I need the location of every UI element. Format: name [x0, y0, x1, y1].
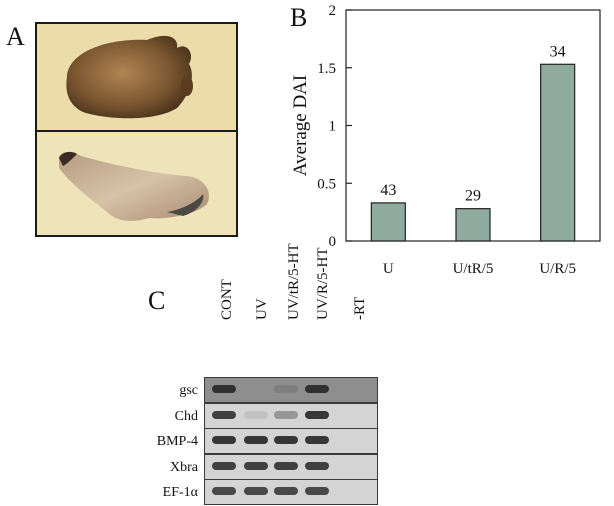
bar-data-label: 43: [380, 182, 396, 199]
bar: [540, 63, 576, 242]
y-tick-label: 2: [329, 3, 337, 19]
gel-row-xbra: [204, 454, 378, 480]
y-axis-label: Average DAI: [290, 75, 311, 176]
gel-band: [212, 462, 236, 470]
gel-gene-label: Xbra: [170, 460, 198, 475]
x-tick-label: U/tR/5: [453, 261, 494, 277]
gel-band: [274, 411, 298, 419]
panel-label-c: C: [148, 286, 166, 315]
gel-band: [212, 436, 236, 444]
gel-band: [274, 462, 298, 470]
gel-lane-label: CONT: [219, 279, 235, 320]
gel-band: [305, 385, 329, 393]
gel-band: [244, 436, 268, 444]
x-tick-label: U: [383, 261, 394, 277]
embryo-photo-top: [35, 22, 238, 132]
embryo-image-bottom: [37, 132, 236, 235]
gel-band: [305, 411, 329, 419]
embryo-photo-bottom: [35, 130, 238, 237]
embryo-image-top: [37, 24, 236, 130]
bar-chart: 0 0.5 1 1.5 2 43 U 29 U/tR/5 34 U/R/5 Average DAI: [290, 3, 601, 277]
gel-gene-label: Chd: [174, 409, 198, 424]
gel-row-bmp4: [204, 428, 378, 454]
bar-data-label: 29: [465, 188, 481, 205]
gel-row-ef1a: [204, 479, 378, 505]
y-tick-label: 1: [329, 119, 337, 135]
gel-row-gsc: [204, 377, 378, 403]
gel-gene-label: gsc: [179, 383, 198, 398]
gel-band: [244, 462, 268, 470]
gel-band: [305, 436, 329, 444]
y-tick-label: 0: [329, 234, 337, 250]
gel-lane-label: UV/tR/5-HT: [286, 243, 302, 320]
panel-label-a: A: [6, 22, 25, 51]
gel-band: [244, 487, 268, 495]
gel-band: [274, 487, 298, 495]
y-tick-label: 0.5: [317, 176, 336, 192]
gel-lane-label: -RT: [352, 296, 368, 320]
panel-label-b: B: [290, 3, 308, 32]
bar: [370, 202, 406, 242]
gel-lane-label: UV: [254, 298, 270, 320]
bar-data-label: 34: [550, 43, 566, 60]
gel-band: [212, 487, 236, 495]
gel-band: [212, 411, 236, 419]
bar: [455, 208, 491, 242]
gel-gene-label: BMP-4: [156, 434, 198, 449]
gel-band: [212, 385, 236, 393]
gel-band: [274, 436, 298, 444]
gel-lane-label: UV/R/5-HT: [315, 247, 331, 321]
y-tick-label: 1.5: [317, 61, 336, 77]
gel-band: [305, 487, 329, 495]
gel-gene-label: EF-1α: [162, 485, 198, 500]
gel-row-chd: [204, 403, 378, 429]
gel-band: [305, 462, 329, 470]
x-tick-label: U/R/5: [539, 261, 576, 277]
gel-band: [244, 411, 268, 419]
gel-band: [274, 385, 298, 393]
